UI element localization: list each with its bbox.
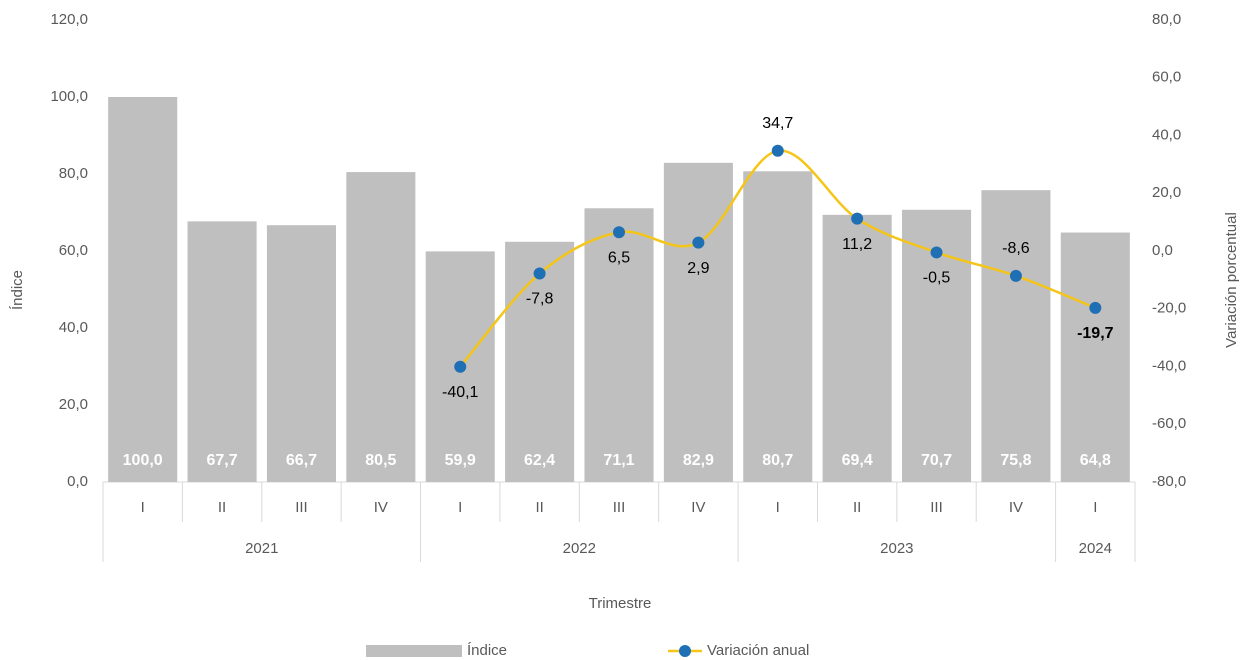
line-marker xyxy=(533,267,546,280)
x-tick-label: IV xyxy=(691,499,705,516)
bar-value-label: 64,8 xyxy=(1080,452,1111,469)
legend-label: Variación anual xyxy=(707,642,809,659)
y-tick-label: 0,0 xyxy=(67,473,88,490)
line-marker xyxy=(1089,301,1102,314)
y-tick-label: 60,0 xyxy=(59,242,88,259)
bar xyxy=(743,171,813,482)
bar xyxy=(346,172,416,482)
line-marker xyxy=(692,236,705,249)
bar-value-label: 82,9 xyxy=(683,452,714,469)
line-value-label: 11,2 xyxy=(842,236,872,253)
line-value-label: -40,1 xyxy=(442,384,479,401)
x-tick-label: II xyxy=(853,499,861,516)
x-tick-label: I xyxy=(141,499,145,516)
line-value-label: 2,9 xyxy=(687,260,709,277)
group-label: 2022 xyxy=(563,540,596,557)
y2-tick-label: 60,0 xyxy=(1152,69,1181,86)
legend-marker xyxy=(679,645,691,657)
bar-value-label: 100,0 xyxy=(123,452,163,469)
y-axis-label: Índice xyxy=(9,270,26,310)
bar-value-label: 80,7 xyxy=(762,452,793,469)
y-tick-label: 100,0 xyxy=(50,88,88,105)
bar-value-label: 67,7 xyxy=(207,452,238,469)
bar xyxy=(505,241,575,482)
y-tick-label: 20,0 xyxy=(59,396,88,413)
y2-tick-label: -40,0 xyxy=(1152,357,1186,374)
bar xyxy=(1060,232,1130,482)
bar-value-label: 62,4 xyxy=(524,452,555,469)
bar xyxy=(108,97,178,482)
y-tick-label: 120,0 xyxy=(50,11,88,28)
line-value-label: -19,7 xyxy=(1077,325,1114,342)
legend-label: Índice xyxy=(467,642,507,659)
bar xyxy=(663,162,733,482)
bar xyxy=(981,190,1051,483)
x-tick-label: III xyxy=(295,499,308,516)
group-label: 2021 xyxy=(245,540,278,557)
bar-value-label: 71,1 xyxy=(603,452,634,469)
y2-tick-label: -80,0 xyxy=(1152,473,1186,490)
line-marker xyxy=(613,226,625,239)
y-tick-label: 40,0 xyxy=(59,319,88,336)
x-tick-label: III xyxy=(930,499,943,516)
line-marker xyxy=(1009,269,1022,282)
bar-value-label: 59,9 xyxy=(445,452,476,469)
x-tick-label: I xyxy=(458,499,462,516)
y2-tick-label: -20,0 xyxy=(1152,300,1186,317)
line-value-label: -8,6 xyxy=(1002,240,1030,257)
legend-swatch xyxy=(366,645,462,657)
y2-tick-label: 80,0 xyxy=(1152,11,1181,28)
y2-tick-label: 20,0 xyxy=(1152,184,1181,201)
y2-tick-label: -60,0 xyxy=(1152,415,1186,432)
bar-value-label: 69,4 xyxy=(842,452,873,469)
line-value-label: 6,5 xyxy=(608,249,630,266)
line-marker xyxy=(771,144,784,157)
bar-value-label: 75,8 xyxy=(1000,452,1031,469)
group-label: 2023 xyxy=(880,540,913,557)
x-tick-label: IV xyxy=(374,499,388,516)
y2-tick-label: 0,0 xyxy=(1152,242,1173,259)
x-tick-label: II xyxy=(218,499,226,516)
y2-axis-label: Variación porcentual xyxy=(1223,212,1240,348)
bar-value-label: 66,7 xyxy=(286,452,317,469)
bar-value-label: 80,5 xyxy=(365,452,396,469)
y-tick-label: 80,0 xyxy=(59,165,88,182)
line-value-label: -0,5 xyxy=(923,270,951,287)
x-tick-label: I xyxy=(1093,499,1097,516)
y2-tick-label: 40,0 xyxy=(1152,126,1181,143)
x-tick-label: I xyxy=(776,499,780,516)
x-axis-label: Trimestre xyxy=(589,595,652,612)
line-marker xyxy=(851,212,864,225)
x-tick-label: IV xyxy=(1009,499,1023,516)
line-value-label: -7,8 xyxy=(526,291,554,308)
line-value-label: 34,7 xyxy=(762,115,793,132)
x-tick-label: III xyxy=(613,499,626,516)
bar xyxy=(187,221,257,483)
x-tick-label: II xyxy=(535,499,543,516)
line-marker xyxy=(930,246,943,259)
group-label: 2024 xyxy=(1079,540,1112,557)
bar-value-label: 70,7 xyxy=(921,452,952,469)
line-marker xyxy=(454,360,467,373)
bar xyxy=(266,225,336,482)
bar xyxy=(584,208,654,482)
bar xyxy=(822,214,892,482)
